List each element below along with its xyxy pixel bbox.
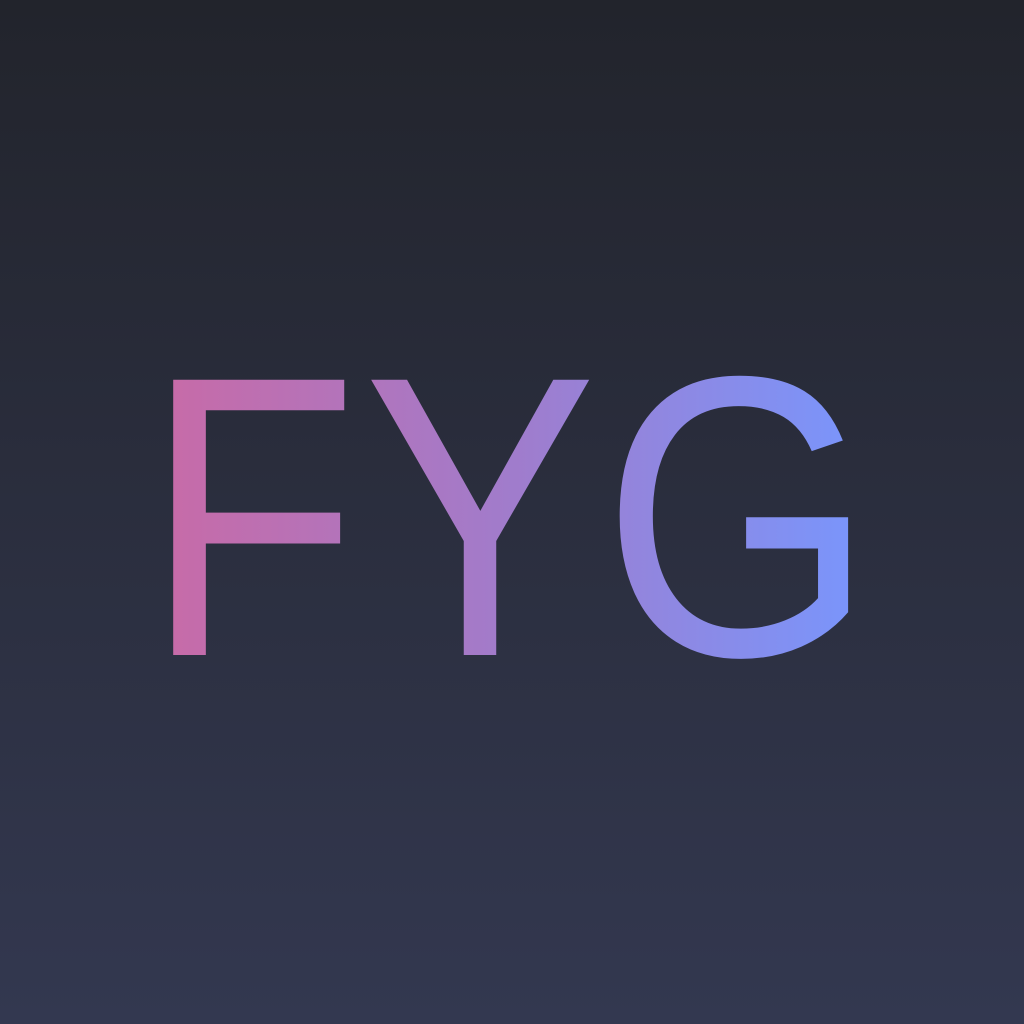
- logo-text: FYG: [145, 293, 880, 740]
